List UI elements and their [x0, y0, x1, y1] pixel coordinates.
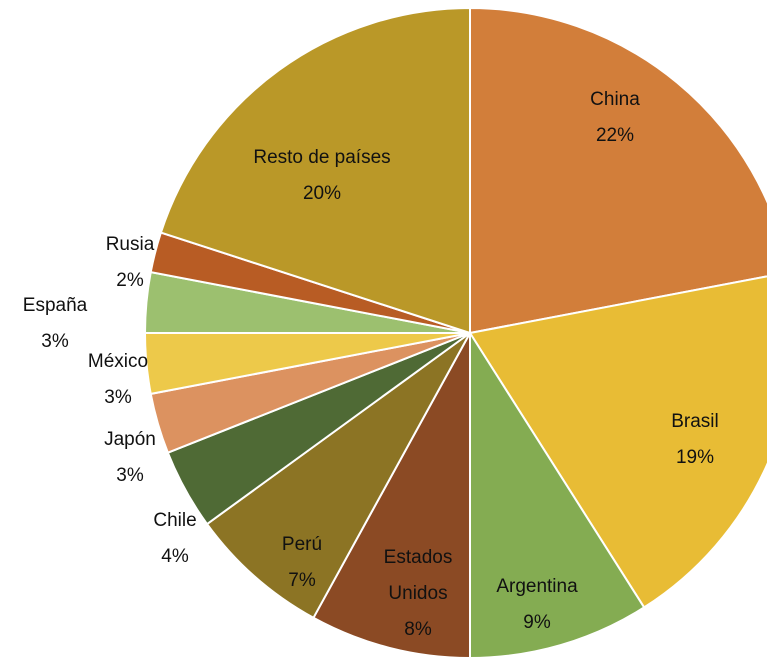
slice-value-label: 3%: [41, 331, 69, 352]
slice-value-label: 19%: [676, 447, 714, 468]
slice-value-label: 3%: [116, 465, 144, 486]
slice-value-label: 3%: [104, 387, 132, 408]
slice-label: Japón: [104, 429, 156, 450]
pie-slice: [159, 6, 471, 335]
slice-label: España: [23, 295, 88, 316]
slice-label: Perú: [282, 534, 322, 555]
slice-label: China: [590, 89, 640, 110]
slice-label: Rusia: [106, 234, 155, 255]
slice-label: Brasil: [671, 411, 719, 432]
slice-value-label: 8%: [404, 619, 432, 640]
slice-value-label: 22%: [596, 125, 634, 146]
slice-label: Argentina: [496, 576, 578, 597]
pie-slice: [469, 329, 646, 657]
slice-value-label: 2%: [116, 270, 144, 291]
pie-slice: [468, 275, 767, 609]
slice-label: México: [88, 351, 148, 372]
slice-value-label: 9%: [523, 612, 551, 633]
pie-slice: [469, 6, 767, 335]
slice-label: Estados Unidos: [384, 547, 453, 604]
slice-value-label: 4%: [161, 546, 189, 567]
slice-value-label: 20%: [303, 183, 341, 204]
pie-slice: [312, 332, 471, 657]
slice-label: Chile: [153, 510, 196, 531]
slice-label: Resto de países: [253, 147, 390, 168]
pie-slice: [205, 332, 471, 620]
slice-value-label: 7%: [288, 570, 316, 591]
